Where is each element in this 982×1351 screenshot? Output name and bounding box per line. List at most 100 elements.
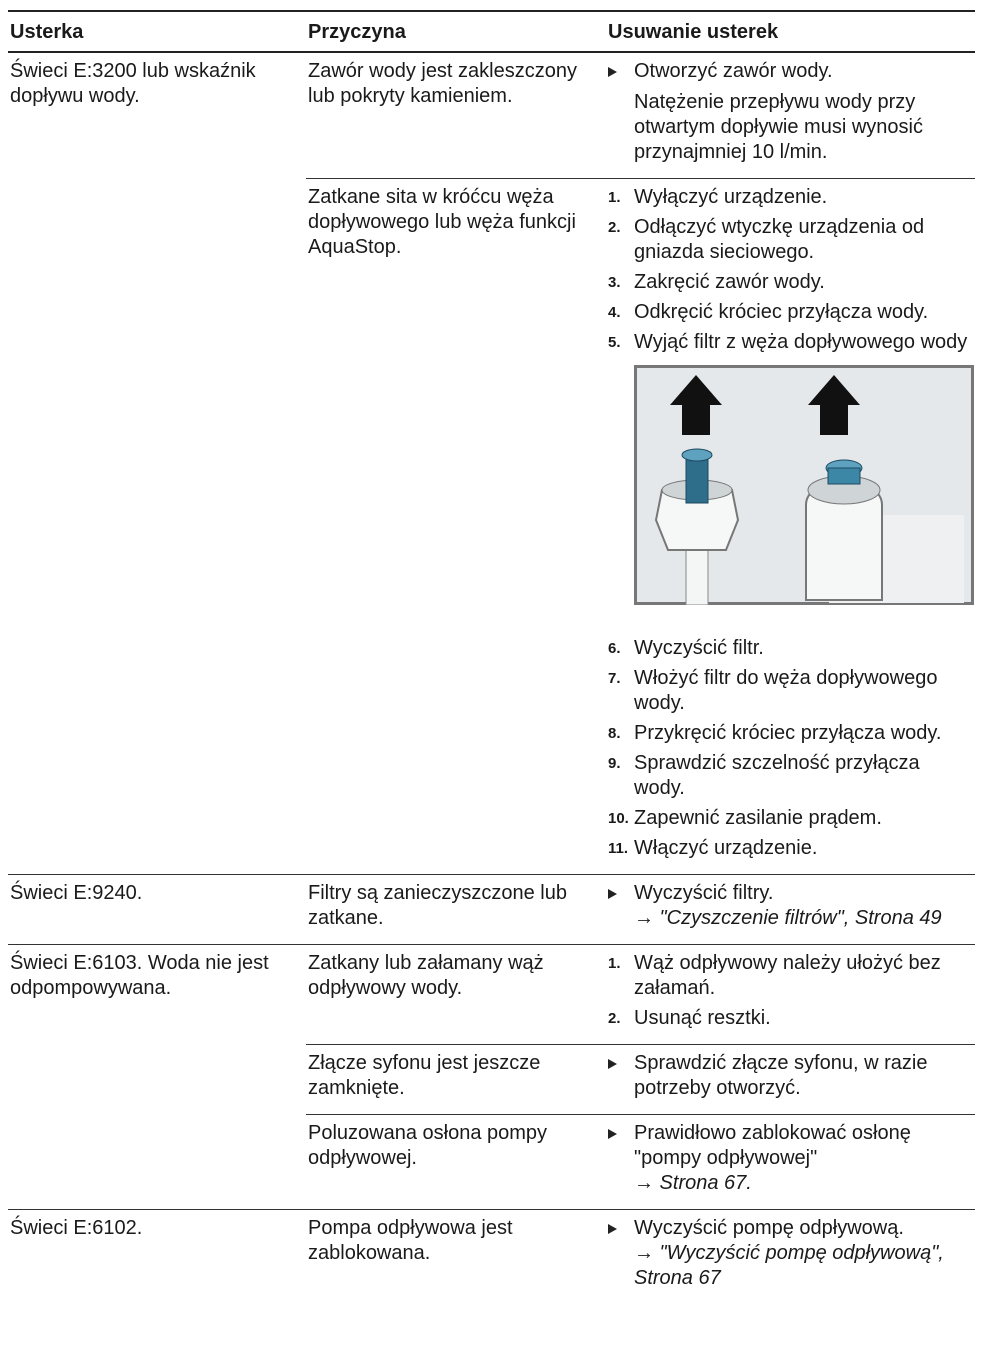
cross-reference: → Strona 67.	[634, 1172, 752, 1194]
step-number: 8.	[608, 725, 621, 742]
step-body: Odłączyć wtyczkę urządzenia od gniazda s…	[634, 215, 969, 265]
step-text: Przykręcić króciec przyłącza wody.	[634, 722, 942, 744]
step: 3. Zakręcić zawór wody.	[608, 270, 969, 295]
step-number: 3.	[608, 274, 621, 291]
step: Otworzyć zawór wody. Natężenie przepływu …	[608, 59, 969, 165]
step-text: Odłączyć wtyczkę urządzenia od gniazda s…	[634, 216, 925, 263]
step-body: Wyłączyć urządzenie.	[634, 185, 827, 210]
step: Prawidłowo zablokować osłonę "pompy odpł…	[608, 1121, 969, 1196]
step-body: Zapewnić zasilanie prądem.	[634, 806, 882, 831]
bullet	[608, 1224, 617, 1234]
cause-cell: Pompa odpływowa jest zablokowana.	[306, 1209, 606, 1304]
step: Wyczyścić pompę odpływową. → "Wyczyścić p…	[608, 1216, 969, 1291]
table-row: Zatkane sita w króćcu węża dopływowego l…	[8, 178, 975, 875]
step: 10. Zapewnić zasilanie prądem.	[608, 806, 969, 831]
step-number: 1.	[608, 955, 621, 972]
header-cell: Przyczyna	[306, 10, 606, 53]
table-row: Złącze syfonu jest jeszcze zamknięte. Spr…	[8, 1044, 975, 1115]
step: 9. Sprawdzić szczelność przyłącza wody.	[608, 751, 969, 801]
step-number: 4.	[608, 304, 621, 321]
header-row: Usterka Przyczyna Usuwanie usterek	[8, 10, 975, 53]
step-body: Włączyć urządzenie.	[634, 836, 817, 861]
step: 8. Przykręcić króciec przyłącza wody.	[608, 721, 969, 746]
step: 7. Włożyć filtr do węża dopływowego wody.	[608, 666, 969, 716]
step-number: 1.	[608, 189, 621, 206]
step-text: Włączyć urządzenie.	[634, 837, 818, 859]
step-text: Wąż odpływowy należy ułożyć bez załamań.	[634, 952, 941, 999]
fault-cell: Świeci E:6103. Woda nie jest odpompowywa…	[8, 944, 306, 1210]
document: Usterka Przyczyna Usuwanie usterek Świec…	[8, 10, 975, 1304]
remedy-cell: Wyczyścić pompę odpływową. → "Wyczyścić p…	[606, 1209, 975, 1304]
step: Wyczyścić filtry. → "Czyszczenie filtrów"…	[608, 881, 969, 931]
step-number: 7.	[608, 670, 621, 687]
step: 2. Odłączyć wtyczkę urządzenia od gniazda…	[608, 215, 969, 265]
step-body: Wyczyścić filtry. → "Czyszczenie filtrów"…	[634, 881, 942, 931]
step-number: 9.	[608, 755, 621, 772]
step-text: Zapewnić zasilanie prądem.	[634, 807, 882, 829]
cause-cell: Zatkany lub załamany wąż odpływowy wody.	[306, 944, 606, 1045]
remedy-cell: Sprawdzić złącze syfonu, w razie potrzeb…	[606, 1044, 975, 1115]
troubleshooting-table: Usterka Przyczyna Usuwanie usterek Świec…	[8, 10, 975, 1304]
cross-reference: → "Wyczyścić pompę odpływową", Strona 67	[634, 1242, 944, 1289]
table-row: Poluzowana osłona pompy odpływowej. Prawi…	[8, 1114, 975, 1210]
remedy-cell: Otworzyć zawór wody. Natężenie przepływu …	[606, 51, 975, 179]
step: 1. Wąż odpływowy należy ułożyć bez załama…	[608, 951, 969, 1001]
step-body: Prawidłowo zablokować osłonę "pompy odpł…	[634, 1121, 969, 1196]
header-cell: Usterka	[8, 10, 306, 53]
remedy-cell: Wyczyścić filtry. → "Czyszczenie filtrów"…	[606, 874, 975, 945]
filter-illustration	[634, 365, 974, 606]
table-row: Świeci E:3200 lub wskaźnik dopływu wody.…	[8, 51, 975, 875]
step-body: Przykręcić króciec przyłącza wody.	[634, 721, 941, 746]
step-number: 11.	[608, 840, 629, 857]
table-row: Świeci E:9240. Filtry są zanieczyszczone …	[8, 874, 975, 945]
cause-cell: Zatkane sita w króćcu węża dopływowego l…	[306, 178, 606, 875]
step-text: Odkręcić króciec przyłącza wody.	[634, 301, 929, 323]
step-text: Wyczyścić filtry.	[634, 882, 774, 904]
step-body: Wyjąć filtr z węża dopływowego wody	[634, 330, 967, 355]
step-text: Zakręcić zawór wody.	[634, 271, 825, 293]
step-text: Wyjąć filtr z węża dopływowego wody	[634, 331, 968, 353]
step: 1. Wyłączyć urządzenie.	[608, 185, 969, 210]
header-cell: Usuwanie usterek	[606, 10, 975, 53]
step-text: Prawidłowo zablokować osłonę "pompy odpł…	[634, 1122, 911, 1169]
step: 6. Wyczyścić filtr.	[608, 636, 969, 661]
table-row: Świeci E:6102. Pompa odpływowa jest zablo…	[8, 1209, 975, 1304]
step-body: Sprawdzić złącze syfonu, w razie potrzeb…	[634, 1051, 969, 1101]
step-body: Wąż odpływowy należy ułożyć bez załamań.	[634, 951, 969, 1001]
step-body: Odkręcić króciec przyłącza wody.	[634, 300, 928, 325]
bullet	[608, 1059, 617, 1069]
step-text: Włożyć filtr do węża dopływowego wody.	[634, 667, 938, 714]
step-text: Sprawdzić złącze syfonu, w razie potrzeb…	[634, 1052, 928, 1099]
cause-cell: Zawór wody jest zakleszczony lub pokryty…	[306, 51, 606, 179]
step: 5. Wyjąć filtr z węża dopływowego wody	[608, 330, 969, 355]
bullet	[608, 67, 617, 77]
step-text: Otworzyć zawór wody.	[634, 60, 833, 82]
step-text: Wyczyścić filtr.	[634, 637, 764, 659]
bullet	[608, 1129, 617, 1139]
step-number: 5.	[608, 334, 621, 351]
remedy-cell: 1. Wyłączyć urządzenie. 2. Odłączyć wtyczkę…	[606, 178, 975, 875]
step-number: 2.	[608, 1010, 621, 1027]
illustration	[634, 365, 974, 612]
step-text: Usunąć resztki.	[634, 1007, 771, 1029]
step-note: Natężenie przepływu wody przy otwartym d…	[634, 91, 923, 163]
step: 2. Usunąć resztki.	[608, 1006, 969, 1031]
fault-cell: Świeci E:6102.	[8, 1209, 306, 1304]
cross-reference: → "Czyszczenie filtrów", Strona 49	[634, 907, 942, 929]
bullet	[608, 889, 617, 899]
step-body: Zakręcić zawór wody.	[634, 270, 825, 295]
remedy-cell: Prawidłowo zablokować osłonę "pompy odpł…	[606, 1114, 975, 1210]
step: Sprawdzić złącze syfonu, w razie potrzeb…	[608, 1051, 969, 1101]
step: 11. Włączyć urządzenie.	[608, 836, 969, 861]
table-row: Świeci E:6103. Woda nie jest odpompowywa…	[8, 944, 975, 1210]
step-body: Otworzyć zawór wody. Natężenie przepływu …	[634, 59, 969, 165]
cause-cell: Poluzowana osłona pompy odpływowej.	[306, 1114, 606, 1210]
step-body: Wyczyścić pompę odpływową. → "Wyczyścić p…	[634, 1216, 969, 1291]
step-body: Usunąć resztki.	[634, 1006, 771, 1031]
step-text: Wyczyścić pompę odpływową.	[634, 1217, 904, 1239]
fault-cell: Świeci E:9240.	[8, 874, 306, 945]
step-body: Wyczyścić filtr.	[634, 636, 764, 661]
step-body: Sprawdzić szczelność przyłącza wody.	[634, 751, 969, 801]
step-number: 10.	[608, 810, 629, 827]
